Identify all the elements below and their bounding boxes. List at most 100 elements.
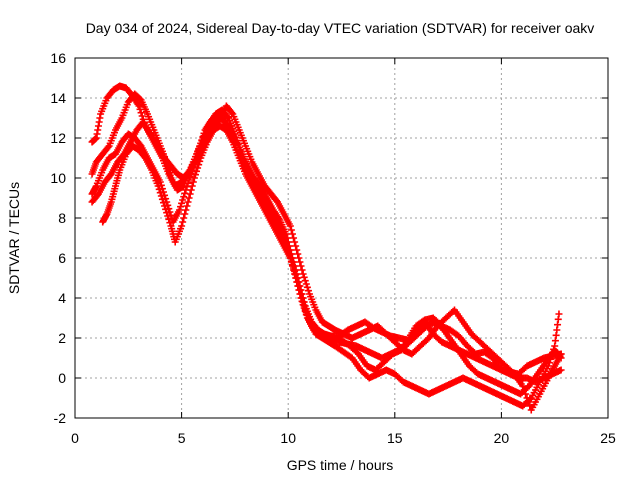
data-point xyxy=(179,218,187,226)
data-point xyxy=(555,310,563,318)
y-tick-label: 14 xyxy=(50,90,66,106)
data-point xyxy=(187,186,195,194)
data-point xyxy=(223,113,231,121)
data-point xyxy=(182,206,190,214)
data-point xyxy=(159,199,167,207)
data-point xyxy=(544,362,552,370)
x-tick-label: 25 xyxy=(600,430,616,446)
data-point xyxy=(299,270,307,278)
data-point xyxy=(188,182,196,190)
data-point xyxy=(179,196,187,204)
data-point xyxy=(294,250,302,258)
data-point xyxy=(180,193,188,201)
tick-layer xyxy=(74,57,609,419)
data-point xyxy=(291,238,299,246)
data-point xyxy=(548,352,556,360)
data-point xyxy=(190,174,198,182)
data-point xyxy=(293,274,301,282)
data-point xyxy=(303,283,311,291)
data-point xyxy=(158,195,166,203)
x-tick-label: 15 xyxy=(387,430,403,446)
x-tick-label: 20 xyxy=(494,430,510,446)
data-point xyxy=(296,286,304,294)
data-point xyxy=(294,278,302,286)
data-point xyxy=(524,398,532,406)
data-point xyxy=(161,202,169,210)
data-point xyxy=(181,210,189,218)
data-point xyxy=(104,143,112,151)
data-point xyxy=(290,264,298,272)
data-point xyxy=(189,178,197,186)
data-point xyxy=(162,205,170,213)
data-point xyxy=(156,178,164,186)
data-point xyxy=(185,194,193,202)
chart-title: Day 034 of 2024, Sidereal Day-to-day VTE… xyxy=(86,20,595,36)
y-tick-label: 10 xyxy=(50,170,66,186)
data-point xyxy=(549,349,557,357)
data-point xyxy=(550,345,558,353)
data-point xyxy=(288,230,296,238)
data-point xyxy=(522,390,530,398)
y-tick-label: 2 xyxy=(58,330,66,346)
data-point xyxy=(520,386,528,394)
data-point xyxy=(163,209,171,217)
data-point xyxy=(137,109,145,117)
data-point xyxy=(300,301,308,309)
data-point xyxy=(177,203,185,211)
data-point xyxy=(297,290,305,298)
data-point xyxy=(296,258,304,266)
data-point xyxy=(193,167,201,175)
data-point xyxy=(291,267,299,275)
series-5 xyxy=(88,102,565,414)
data-point xyxy=(546,355,554,363)
data-point xyxy=(523,394,531,402)
data-point xyxy=(304,287,312,295)
y-tick-label: 6 xyxy=(58,250,66,266)
data-point xyxy=(286,254,294,262)
data-point xyxy=(286,222,294,230)
data-point xyxy=(228,109,236,117)
y-tick-label: -2 xyxy=(54,410,67,426)
data-point xyxy=(295,282,303,290)
y-tick-label: 12 xyxy=(50,130,66,146)
data-point xyxy=(557,350,565,358)
data-point xyxy=(194,164,202,172)
data-point xyxy=(180,214,188,222)
x-tick-label: 5 xyxy=(178,430,186,446)
data-point xyxy=(301,305,309,313)
data-point xyxy=(287,257,295,265)
data-point xyxy=(298,294,306,302)
series-4 xyxy=(99,122,563,410)
data-point xyxy=(303,311,311,319)
data-point xyxy=(157,192,165,200)
data-point xyxy=(164,212,172,220)
data-point xyxy=(302,308,310,316)
x-tick-label: 0 xyxy=(71,430,79,446)
data-point xyxy=(295,254,303,262)
data-point xyxy=(186,190,194,198)
data-point xyxy=(183,202,191,210)
data-point xyxy=(290,234,298,242)
x-axis-title: GPS time / hours xyxy=(287,457,394,473)
data-point xyxy=(287,226,295,234)
data-point xyxy=(178,222,186,230)
data-point xyxy=(300,273,308,281)
data-point xyxy=(299,298,307,306)
data-point xyxy=(178,199,186,207)
data-point xyxy=(297,262,305,270)
y-axis-title: SDTVAR / TECUs xyxy=(6,182,22,294)
y-tick-label: 8 xyxy=(58,210,66,226)
data-point xyxy=(191,171,199,179)
data-point xyxy=(519,382,527,390)
data-point xyxy=(166,219,174,227)
data-point xyxy=(154,182,162,190)
y-tick-label: 0 xyxy=(58,370,66,386)
y-tick-label: 16 xyxy=(50,50,66,66)
data-point xyxy=(545,359,553,367)
data-point xyxy=(293,246,301,254)
data-point xyxy=(302,280,310,288)
data-point xyxy=(155,185,163,193)
